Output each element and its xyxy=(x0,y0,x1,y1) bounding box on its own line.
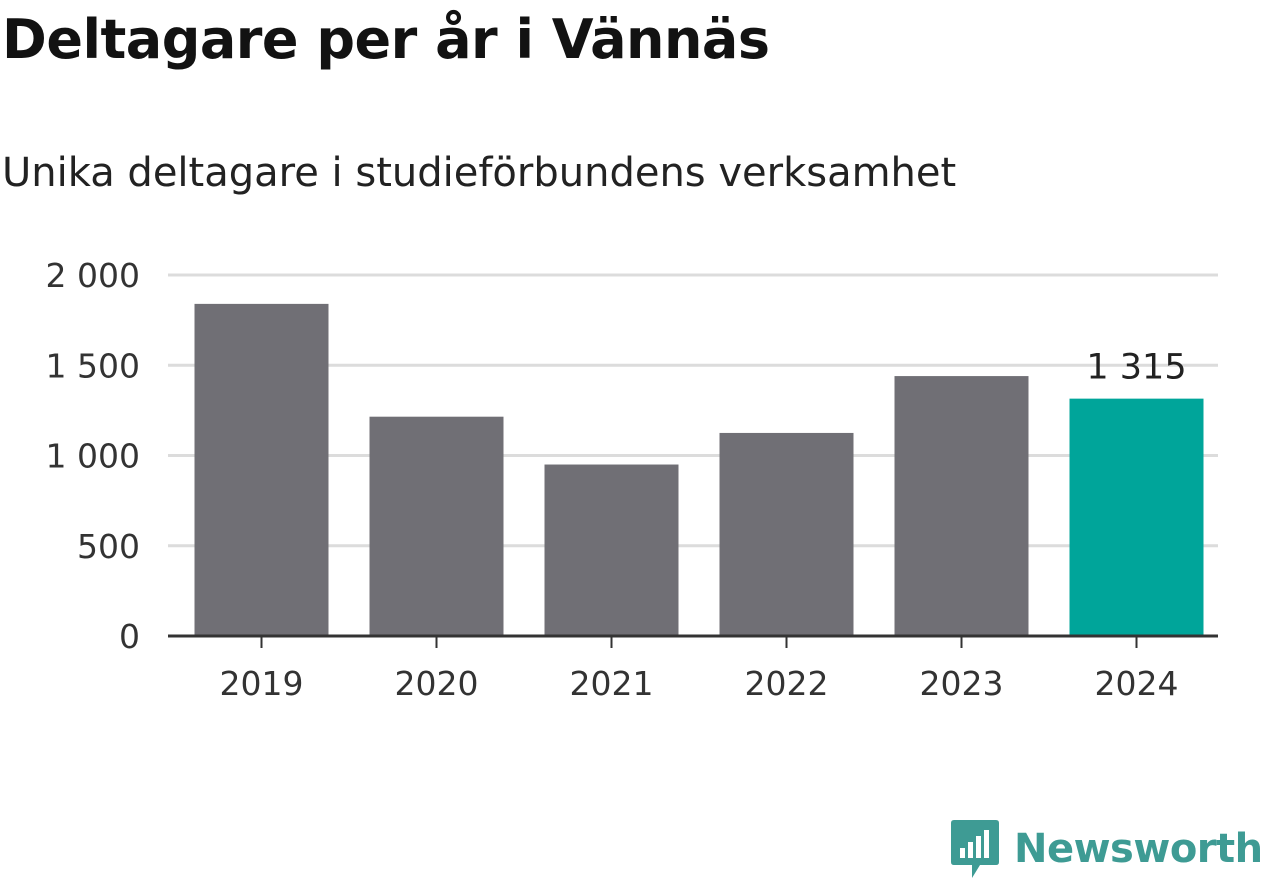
y-tick-label: 1 000 xyxy=(46,437,140,476)
bar-2023 xyxy=(894,376,1029,636)
y-axis-ticks: 0 500 1 000 1 500 2 000 xyxy=(46,256,140,656)
x-tick-label: 2021 xyxy=(570,664,654,703)
bars xyxy=(194,303,1204,636)
bar-2019 xyxy=(194,303,329,636)
x-axis: 2019 2020 2021 2022 2023 2024 xyxy=(168,634,1218,703)
bar-2021 xyxy=(544,464,679,636)
data-label: 1 315 xyxy=(1086,348,1186,388)
x-tick-label: 2019 xyxy=(220,664,304,703)
x-tick-label: 2023 xyxy=(920,664,1004,703)
y-tick-label: 500 xyxy=(77,527,140,566)
data-labels: 1 315 xyxy=(1086,348,1186,388)
bar-2022 xyxy=(719,432,854,636)
newsworthy-brand: Newsworthy xyxy=(950,818,1262,880)
bar-2020 xyxy=(369,416,504,636)
chart-subtitle: Unika deltagare i studieförbundens verks… xyxy=(2,150,957,196)
y-tick-label: 2 000 xyxy=(46,256,140,295)
chart-title: Deltagare per år i Vännäs xyxy=(2,8,770,71)
brand-name: Newsworthy xyxy=(1014,826,1262,872)
x-tick-label: 2024 xyxy=(1095,664,1179,703)
x-tick-label: 2020 xyxy=(395,664,479,703)
y-tick-label: 1 500 xyxy=(46,346,140,385)
x-tick-label: 2022 xyxy=(745,664,829,703)
y-tick-label: 0 xyxy=(119,617,140,656)
bar-2024 xyxy=(1069,398,1204,636)
grid-lines xyxy=(168,273,1218,548)
newsworthy-logo-icon xyxy=(951,820,999,878)
